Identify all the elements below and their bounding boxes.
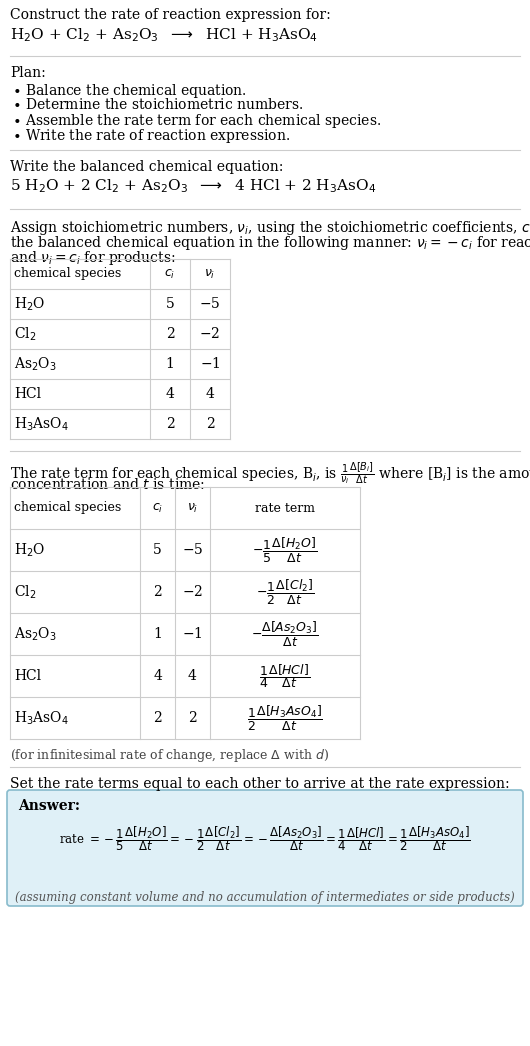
Text: $-\dfrac{\Delta[As_2O_3]}{\Delta t}$: $-\dfrac{\Delta[As_2O_3]}{\Delta t}$ xyxy=(251,619,319,649)
Text: Cl$_2$: Cl$_2$ xyxy=(14,584,37,600)
Text: HCl: HCl xyxy=(14,387,41,401)
Text: $\nu_i$: $\nu_i$ xyxy=(187,501,198,515)
Text: and $\nu_i = c_i$ for products:: and $\nu_i = c_i$ for products: xyxy=(10,249,175,267)
Text: 2: 2 xyxy=(153,711,162,725)
FancyBboxPatch shape xyxy=(7,790,523,906)
Text: $\bullet$ Balance the chemical equation.: $\bullet$ Balance the chemical equation. xyxy=(12,82,247,100)
Text: 1: 1 xyxy=(153,627,162,641)
Text: $-$1: $-$1 xyxy=(182,627,203,641)
Text: $-$5: $-$5 xyxy=(199,296,220,312)
Text: 4: 4 xyxy=(165,387,174,401)
Text: $-\dfrac{1}{2}\dfrac{\Delta[Cl_2]}{\Delta t}$: $-\dfrac{1}{2}\dfrac{\Delta[Cl_2]}{\Delt… xyxy=(256,577,314,607)
Text: chemical species: chemical species xyxy=(14,268,121,280)
Text: Set the rate terms equal to each other to arrive at the rate expression:: Set the rate terms equal to each other t… xyxy=(10,777,510,791)
Text: Assign stoichiometric numbers, $\nu_i$, using the stoichiometric coefficients, $: Assign stoichiometric numbers, $\nu_i$, … xyxy=(10,219,530,237)
Text: Cl$_2$: Cl$_2$ xyxy=(14,325,37,343)
Text: Answer:: Answer: xyxy=(18,799,80,813)
Text: $-\dfrac{1}{5}\dfrac{\Delta[H_2O]}{\Delta t}$: $-\dfrac{1}{5}\dfrac{\Delta[H_2O]}{\Delt… xyxy=(252,536,317,565)
Text: $-$2: $-$2 xyxy=(199,326,220,341)
Text: Write the balanced chemical equation:: Write the balanced chemical equation: xyxy=(10,160,284,174)
Text: Construct the rate of reaction expression for:: Construct the rate of reaction expressio… xyxy=(10,8,331,22)
Text: H$_2$O: H$_2$O xyxy=(14,295,46,313)
Text: $c_i$: $c_i$ xyxy=(164,268,175,280)
Text: 4: 4 xyxy=(188,669,197,683)
Text: 5: 5 xyxy=(165,297,174,311)
Text: $\bullet$ Write the rate of reaction expression.: $\bullet$ Write the rate of reaction exp… xyxy=(12,127,290,145)
Text: $-$5: $-$5 xyxy=(182,543,203,558)
Text: concentration and $t$ is time:: concentration and $t$ is time: xyxy=(10,477,205,492)
Text: H$_2$O: H$_2$O xyxy=(14,541,46,559)
Text: $c_i$: $c_i$ xyxy=(152,501,163,515)
Text: 5: 5 xyxy=(153,543,162,558)
Text: 2: 2 xyxy=(165,327,174,341)
Text: 2: 2 xyxy=(153,585,162,599)
Text: chemical species: chemical species xyxy=(14,501,121,515)
Text: 2: 2 xyxy=(206,417,214,431)
Text: rate term: rate term xyxy=(255,501,315,515)
Text: $-$1: $-$1 xyxy=(200,357,220,371)
Text: $\nu_i$: $\nu_i$ xyxy=(204,268,216,280)
Text: $\bullet$ Determine the stoichiometric numbers.: $\bullet$ Determine the stoichiometric n… xyxy=(12,97,303,112)
Text: $\dfrac{1}{4}\dfrac{\Delta[HCl]}{\Delta t}$: $\dfrac{1}{4}\dfrac{\Delta[HCl]}{\Delta … xyxy=(260,662,311,690)
Text: H$_2$O + Cl$_2$ + As$_2$O$_3$  $\longrightarrow$  HCl + H$_3$AsO$_4$: H$_2$O + Cl$_2$ + As$_2$O$_3$ $\longrigh… xyxy=(10,26,318,44)
Text: H$_3$AsO$_4$: H$_3$AsO$_4$ xyxy=(14,415,69,433)
Text: 4: 4 xyxy=(206,387,215,401)
Text: 4: 4 xyxy=(153,669,162,683)
Text: 2: 2 xyxy=(188,711,197,725)
Text: rate $= -\dfrac{1}{5}\dfrac{\Delta[H_2O]}{\Delta t} = -\dfrac{1}{2}\dfrac{\Delta: rate $= -\dfrac{1}{5}\dfrac{\Delta[H_2O]… xyxy=(59,824,471,854)
Text: HCl: HCl xyxy=(14,669,41,683)
Text: (assuming constant volume and no accumulation of intermediates or side products): (assuming constant volume and no accumul… xyxy=(15,891,515,904)
Text: 2: 2 xyxy=(165,417,174,431)
Text: As$_2$O$_3$: As$_2$O$_3$ xyxy=(14,356,57,372)
Text: 5 H$_2$O + 2 Cl$_2$ + As$_2$O$_3$  $\longrightarrow$  4 HCl + 2 H$_3$AsO$_4$: 5 H$_2$O + 2 Cl$_2$ + As$_2$O$_3$ $\long… xyxy=(10,177,376,195)
Text: the balanced chemical equation in the following manner: $\nu_i = -c_i$ for react: the balanced chemical equation in the fo… xyxy=(10,234,530,252)
Text: $-$2: $-$2 xyxy=(182,585,203,599)
Text: (for infinitesimal rate of change, replace $\Delta$ with $d$): (for infinitesimal rate of change, repla… xyxy=(10,747,329,764)
Text: Plan:: Plan: xyxy=(10,66,46,79)
Text: 1: 1 xyxy=(165,357,174,371)
Text: $\bullet$ Assemble the rate term for each chemical species.: $\bullet$ Assemble the rate term for eac… xyxy=(12,112,381,130)
Text: H$_3$AsO$_4$: H$_3$AsO$_4$ xyxy=(14,709,69,727)
Text: The rate term for each chemical species, B$_i$, is $\frac{1}{\nu_i}\frac{\Delta[: The rate term for each chemical species,… xyxy=(10,461,530,487)
Text: $\dfrac{1}{2}\dfrac{\Delta[H_3AsO_4]}{\Delta t}$: $\dfrac{1}{2}\dfrac{\Delta[H_3AsO_4]}{\D… xyxy=(247,704,323,732)
Text: As$_2$O$_3$: As$_2$O$_3$ xyxy=(14,626,57,642)
